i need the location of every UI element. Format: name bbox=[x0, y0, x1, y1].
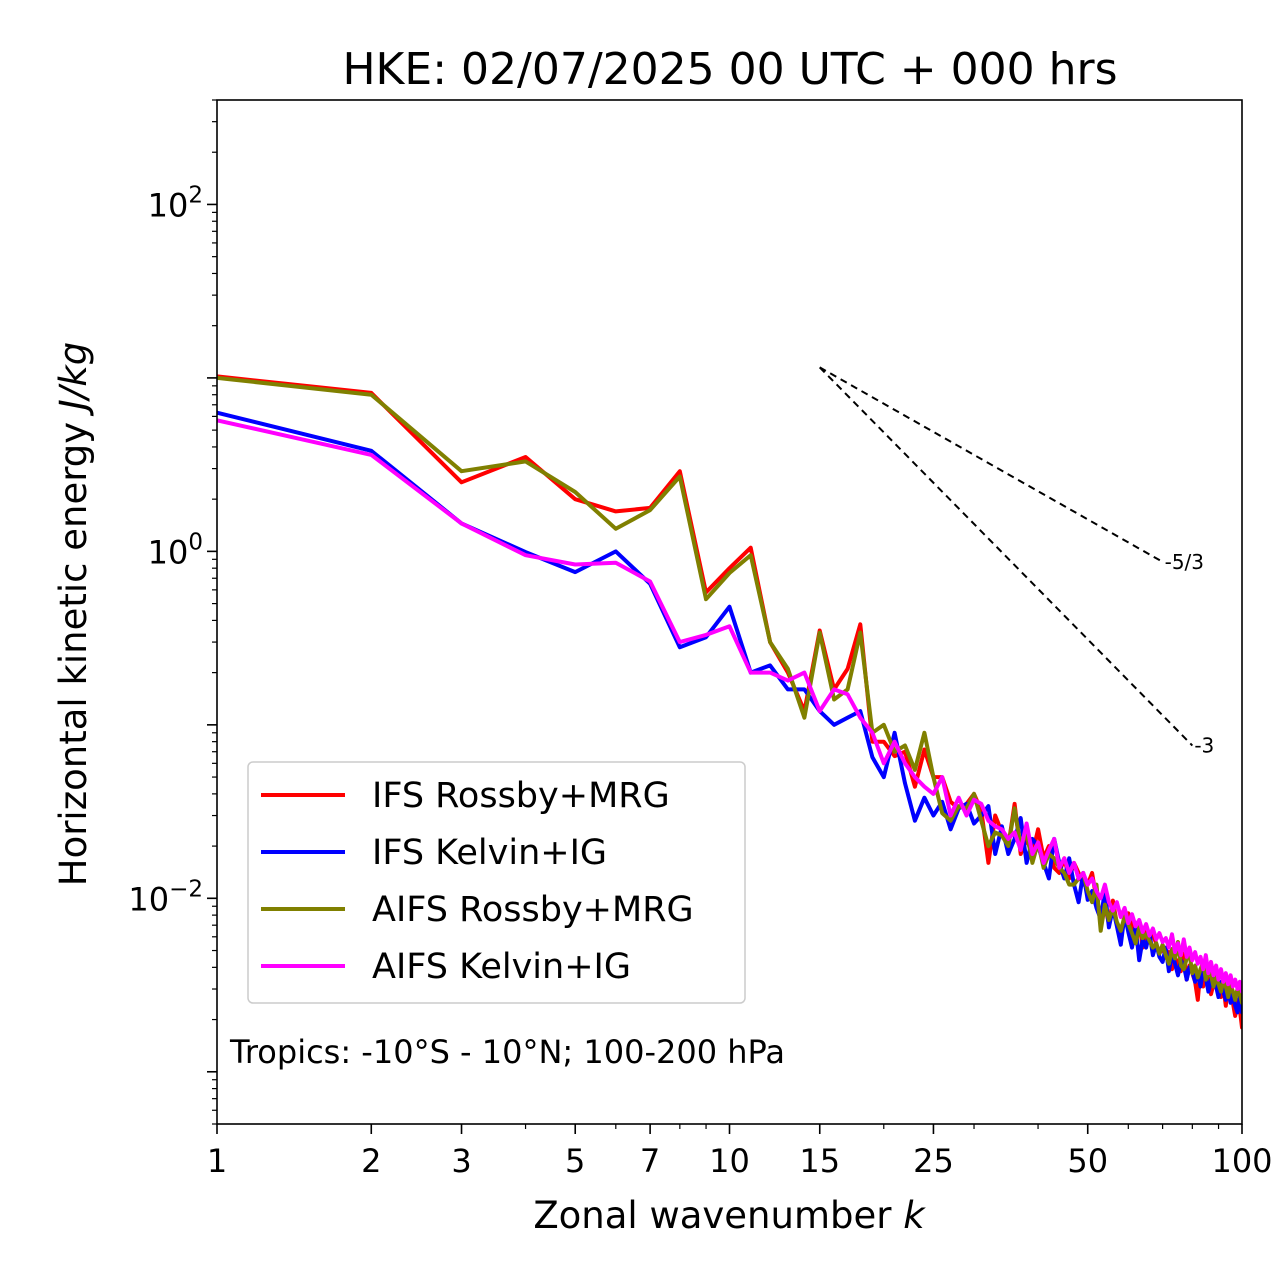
y-tick-label: 102 bbox=[148, 182, 203, 224]
y-tick-label: 100 bbox=[148, 529, 203, 571]
x-tick-label: 25 bbox=[913, 1142, 954, 1180]
reference-line bbox=[819, 366, 1164, 563]
legend-label-aifs-rossby: AIFS Rossby+MRG bbox=[372, 890, 694, 930]
reference-lines: -5/3 -3 bbox=[819, 366, 1214, 758]
reference-line-label: -5/3 bbox=[1165, 550, 1204, 574]
legend-label-ifs-kelvin: IFS Kelvin+IG bbox=[372, 833, 607, 873]
y-tick-label: 10−2 bbox=[128, 876, 203, 918]
legend-label-aifs-kelvin: AIFS Kelvin+IG bbox=[372, 947, 631, 987]
x-tick-label: 100 bbox=[1211, 1142, 1272, 1180]
plot-series bbox=[217, 374, 1242, 1030]
region-annotation: Tropics: -10°S - 10°N; 100-200 hPa bbox=[229, 1033, 785, 1071]
x-tick-label: 5 bbox=[565, 1142, 585, 1180]
series-line-aifs-kelvin-ig bbox=[217, 418, 1242, 994]
axis-ticks: 1 2 3 5 7 10 15 25 50 100 102 100 10−2 bbox=[128, 99, 1273, 1180]
x-axis-label: Zonal wavenumber k bbox=[533, 1194, 926, 1237]
x-tick-label: 50 bbox=[1067, 1142, 1108, 1180]
reference-line bbox=[819, 366, 1194, 747]
x-tick-label: 10 bbox=[709, 1142, 750, 1180]
x-tick-label: 2 bbox=[361, 1142, 381, 1180]
reference-line-label: -3 bbox=[1194, 734, 1214, 758]
x-tick-label: 3 bbox=[451, 1142, 471, 1180]
plot-frame bbox=[216, 99, 1243, 1125]
x-tick-label: 1 bbox=[207, 1142, 227, 1180]
x-tick-label: 7 bbox=[640, 1142, 660, 1180]
y-axis-label: Horizontal kinetic energy J/kg bbox=[52, 342, 95, 886]
x-tick-label: 15 bbox=[799, 1142, 840, 1180]
legend-box bbox=[247, 761, 746, 1004]
chart-title: HKE: 02/07/2025 00 UTC + 000 hrs bbox=[342, 44, 1117, 95]
legend: IFS Rossby+MRG IFS Kelvin+IG AIFS Rossby… bbox=[247, 761, 746, 1004]
legend-label-ifs-rossby: IFS Rossby+MRG bbox=[372, 776, 670, 816]
